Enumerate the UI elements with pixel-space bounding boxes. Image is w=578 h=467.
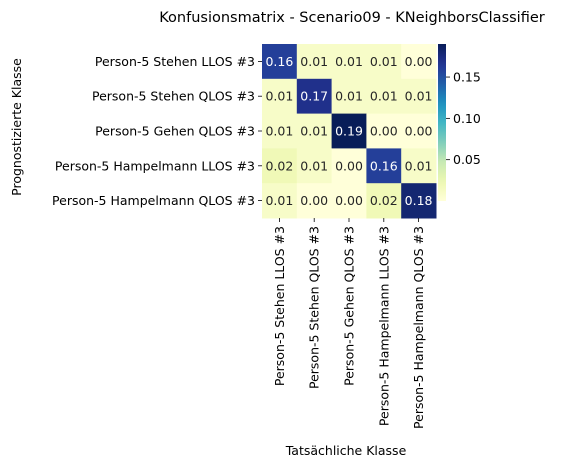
cell-value-label: 0.18 <box>405 193 433 208</box>
heatmap-cell <box>401 78 437 115</box>
cell-value-label: 0.00 <box>335 158 363 173</box>
y-tick-label: Person-5 Hampelmann LLOS #3 <box>55 158 255 173</box>
heatmap-cell <box>401 44 437 80</box>
cell-value-label: 0.01 <box>300 124 328 139</box>
cell-value-label: 0.01 <box>405 158 433 173</box>
cell-value-label: 0.01 <box>300 158 328 173</box>
x-tick-label: Person-5 Hampelmann LLOS #3 <box>376 226 391 426</box>
colorbar-tick-label: 0.05 <box>453 152 481 167</box>
heatmap-cell <box>331 183 367 219</box>
x-tick-label: Person-5 Hampelmann QLOS #3 <box>411 226 426 429</box>
cell-value-label: 0.19 <box>335 124 363 139</box>
heatmap-cell <box>331 44 367 80</box>
cell-value-label: 0.01 <box>265 193 293 208</box>
x-tick-label: Person-5 Stehen QLOS #3 <box>307 226 322 389</box>
heatmap-cell <box>262 148 298 184</box>
heatmap-cell <box>331 78 367 115</box>
heatmap-cell <box>366 148 402 184</box>
heatmap-cell <box>262 113 298 149</box>
colorbar: 0.05 0.10 0.15 <box>438 44 481 201</box>
cell-value-label: 0.01 <box>370 54 398 69</box>
cell-value-label: 0.00 <box>405 54 433 69</box>
heatmap-cell <box>366 44 402 80</box>
y-axis-ticks: Person-5 Stehen LLOS #3 Person-5 Stehen Q… <box>52 54 262 208</box>
heatmap-cell <box>401 183 437 219</box>
colorbar-tick-label: 0.15 <box>453 70 481 85</box>
cell-value-label: 0.01 <box>265 124 293 139</box>
cell-value-label: 0.16 <box>265 54 293 69</box>
y-axis-label: Prognostizierte Klasse <box>9 58 24 196</box>
cell-value-label: 0.00 <box>405 124 433 139</box>
cell-value-label: 0.02 <box>265 158 293 173</box>
cell-value-label: 0.01 <box>265 89 293 104</box>
cell-value-label: 0.17 <box>300 89 328 104</box>
cell-value-label: 0.02 <box>370 193 398 208</box>
colorbar-gradient <box>438 44 446 201</box>
colorbar-tick-label: 0.10 <box>453 111 481 126</box>
cell-value-label: 0.00 <box>300 193 328 208</box>
heatmap-cell <box>296 78 333 115</box>
heatmap-cell <box>401 113 437 149</box>
heatmap-cell <box>262 183 298 219</box>
heatmap-cell <box>401 148 437 184</box>
x-axis-ticks: Person-5 Stehen LLOS #3 Person-5 Stehen Q… <box>272 218 426 429</box>
heatmap-cell <box>296 183 333 219</box>
cell-value-label: 0.01 <box>335 89 363 104</box>
heatmap-cell <box>366 78 402 115</box>
heatmap-cell <box>262 44 298 80</box>
heatmap-cell <box>296 113 333 149</box>
x-tick-label: Person-5 Stehen LLOS #3 <box>272 226 287 386</box>
heatmap-cell <box>366 113 402 149</box>
y-tick-label: Person-5 Gehen QLOS #3 <box>95 124 255 139</box>
cell-value-label: 0.00 <box>335 193 363 208</box>
cell-value-label: 0.16 <box>370 158 398 173</box>
x-tick-label: Person-5 Gehen QLOS #3 <box>342 226 357 386</box>
heatmap-cell <box>296 148 333 184</box>
cell-value-label: 0.01 <box>370 89 398 104</box>
heatmap-cell <box>331 113 367 149</box>
heatmap-cell <box>262 78 298 115</box>
cell-value-label: 0.00 <box>370 124 398 139</box>
heatmap-cell <box>296 44 333 80</box>
x-axis-label: Tatsächliche Klasse <box>285 443 407 458</box>
heatmap-cell <box>331 148 367 184</box>
cell-value-label: 0.01 <box>405 89 433 104</box>
heatmap-grid: 0.16 0.01 0.01 0.01 0.00 0.01 0.17 0.01 0.01 0.01… <box>262 44 437 219</box>
cell-value-label: 0.01 <box>300 54 328 69</box>
chart-title: Konfusionsmatrix - Scenario09 - KNeighbo… <box>159 10 545 26</box>
y-tick-label: Person-5 Hampelmann QLOS #3 <box>52 193 255 208</box>
cell-value-label: 0.01 <box>335 54 363 69</box>
heatmap-cell <box>366 183 402 219</box>
y-tick-label: Person-5 Stehen QLOS #3 <box>92 89 255 104</box>
y-tick-label: Person-5 Stehen LLOS #3 <box>95 54 255 69</box>
